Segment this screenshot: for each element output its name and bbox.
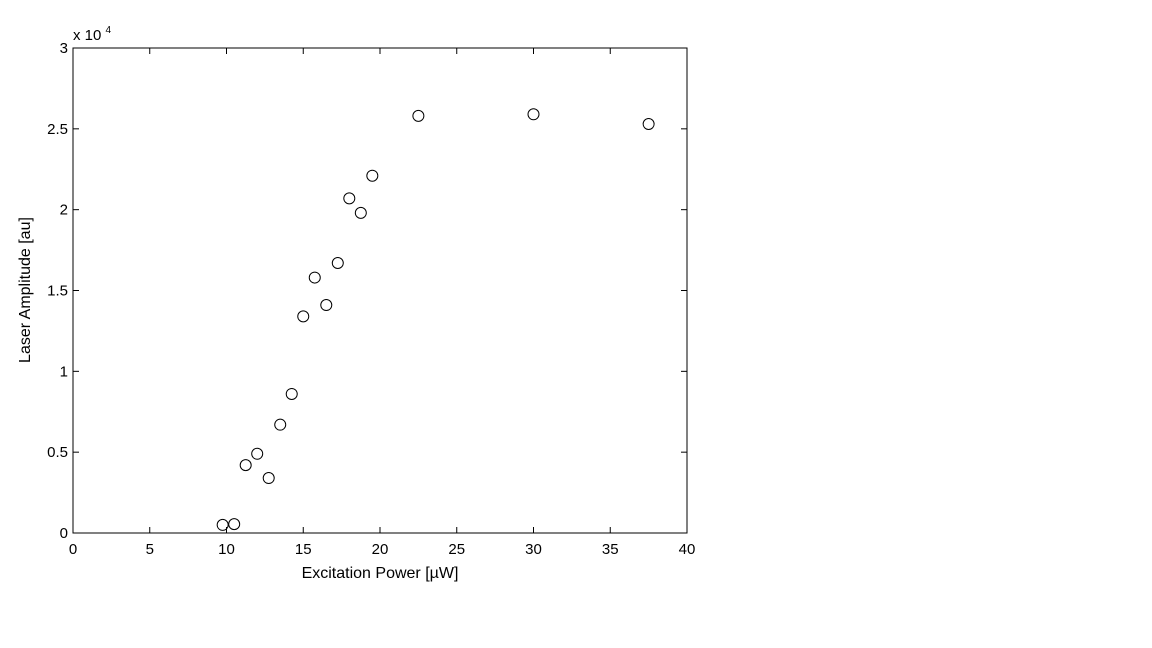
x-tick-label: 15	[295, 541, 312, 558]
data-point	[239, 459, 252, 472]
x-tick-label: 5	[146, 541, 154, 558]
y-axis-ticks: 0 0.5 1 1.5 2 2.5 3	[47, 40, 687, 542]
data-points	[216, 108, 655, 531]
data-point	[216, 518, 229, 531]
y-tick-label: 1.5	[47, 283, 68, 300]
data-point	[228, 518, 241, 531]
x-axis-ticks: 0 5 10 15 20 25 30 35 40	[69, 48, 696, 558]
data-point	[285, 387, 298, 400]
x-tick-label: 35	[602, 541, 619, 558]
y-tick-label: 2.5	[47, 121, 68, 138]
x-tick-label: 20	[372, 541, 389, 558]
x-tick-label: 40	[679, 541, 696, 558]
y-multiplier-base: x 10	[73, 27, 101, 44]
x-tick-label: 25	[448, 541, 465, 558]
data-point	[308, 271, 321, 284]
x-tick-label: 0	[69, 541, 77, 558]
data-point	[320, 299, 333, 312]
y-tick-label: 2	[60, 202, 68, 219]
data-point	[343, 192, 356, 205]
data-point	[412, 109, 425, 122]
data-point	[262, 472, 275, 485]
data-point	[642, 117, 655, 130]
y-tick-label: 0	[60, 525, 68, 542]
data-point	[297, 310, 310, 323]
data-point	[274, 418, 287, 431]
x-tick-label: 30	[525, 541, 542, 558]
data-point	[366, 169, 379, 182]
y-axis-label: Laser Amplitude [au]	[17, 217, 34, 363]
y-multiplier-exponent: 4	[106, 25, 112, 36]
x-tick-label: 10	[218, 541, 235, 558]
data-point	[527, 108, 540, 121]
x-axis-label: Excitation Power [µW]	[302, 565, 459, 582]
data-point	[354, 206, 367, 219]
y-tick-label: 3	[60, 40, 68, 57]
y-tick-label: 1	[60, 363, 68, 380]
data-point	[331, 257, 344, 270]
y-tick-label: 0.5	[47, 444, 68, 461]
plot-area	[72, 47, 688, 534]
data-point	[251, 447, 264, 460]
y-multiplier-label: x 10 4	[73, 25, 112, 44]
